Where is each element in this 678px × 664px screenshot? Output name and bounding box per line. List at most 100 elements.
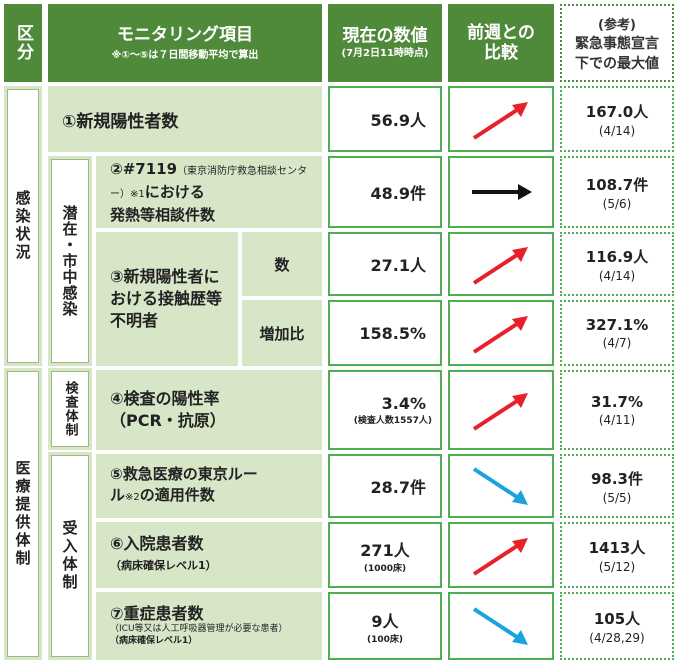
ref-value: 116.9人 [585, 247, 649, 266]
value-text: 28.7件 [370, 478, 426, 497]
row-new-positive-value: 56.9人 [328, 86, 442, 152]
ref-value: 31.7% [590, 393, 644, 411]
row-positivity-text: ④検査の陽性率 [110, 389, 220, 408]
header-kubun: 区分 [4, 4, 42, 82]
category-latent: 潜在・市中感染 [51, 159, 89, 363]
row-inpatients-label: ⑥入院患者数 （病床確保レベル1） [96, 522, 322, 588]
arrow-down-icon [472, 467, 528, 505]
row-unknown-count-compare [448, 232, 554, 296]
value-note: (100床) [366, 634, 403, 645]
header-item-note: ※①～⑤は７日間移動平均で算出 [111, 49, 259, 61]
header-reference: (参考) 緊急事態宣言 下での最大値 [560, 4, 674, 82]
ref-date: (5/5) [602, 490, 632, 505]
value-text: 9人 [371, 611, 399, 631]
row-severe-compare [448, 592, 554, 660]
row-inpatients-text: ⑥入院患者数 [110, 534, 204, 553]
arrow-down-icon [472, 607, 528, 645]
value-note: (1000床) [363, 563, 407, 574]
row-new-positive-compare [448, 86, 554, 152]
row-7119-sub: （東京消防庁救急相談センター） [110, 166, 308, 200]
row-positivity-compare [448, 370, 554, 450]
value-text: 158.5% [359, 323, 426, 343]
row-inpatients-compare [448, 522, 554, 588]
header-current-value: 現在の数値 (7月2日11時時点) [328, 4, 442, 82]
ref-date: (4/11) [598, 413, 636, 427]
row-unknown-contact-text: ③新規陽性者における接触歴等不明者 [110, 267, 223, 330]
ref-date: (4/14) [598, 123, 636, 138]
row-inpatients-ref: 1413人 (5/12) [560, 522, 674, 588]
ratio-label-text: 増加比 [259, 324, 305, 343]
header-ref-line1: (参考) [598, 17, 636, 33]
row-7119-note: ※1 [130, 189, 145, 200]
value-text: 56.9人 [370, 111, 426, 130]
row-new-positive-label: ①新規陽性者数 [48, 86, 322, 152]
row-severe-ref: 105人 (4/28,29) [560, 592, 674, 660]
row-severe-sub: （ICU等又は人工呼吸器管理が必要な患者） [110, 624, 288, 634]
category-medical: 医療提供体制 [7, 371, 39, 657]
value-text: 271人 [360, 540, 410, 560]
header-compare-title: 前週との比較 [467, 23, 535, 63]
row-positivity-value: 3.4% (検査人数1557人) [328, 370, 442, 450]
header-weekly-compare: 前週との比較 [448, 4, 554, 82]
row-tokyo-rule-line2b: の適用件数 [139, 486, 215, 504]
row-severe-sub2: （病床確保レベル1） [110, 636, 198, 646]
arrow-up-icon [472, 538, 528, 576]
row-7119-value: 48.9件 [328, 156, 442, 228]
header-ref-line2: 緊急事態宣言 [575, 35, 659, 52]
ref-value: 105人 [593, 609, 641, 628]
ref-value: 327.1% [585, 316, 649, 334]
count-label-text: 数 [274, 255, 290, 274]
row-unknown-ratio-value: 158.5% [328, 300, 442, 366]
row-tokyo-rule-value: 28.7件 [328, 454, 442, 518]
header-kubun-label: 区分 [13, 24, 33, 62]
arrow-flat-icon [472, 184, 532, 200]
ref-date: (4/28,29) [589, 630, 645, 645]
ref-value: 98.3件 [590, 469, 643, 488]
row-inpatients-sub: （病床確保レベル1） [110, 559, 217, 572]
row-7119-label: ②#7119（東京消防庁救急相談センター）※1における 発熱等相談件数 [96, 156, 322, 228]
ref-value: 167.0人 [585, 102, 649, 121]
row-tokyo-rule-label: ⑤救急医療の東京ルー ル※2の適用件数 [96, 454, 322, 518]
row-new-positive-ref: 167.0人 (4/14) [560, 86, 674, 152]
ref-date: (4/7) [602, 336, 632, 350]
arrow-up-icon [472, 316, 528, 354]
row-tokyo-rule-compare [448, 454, 554, 518]
row-7119-ref: 108.7件 (5/6) [560, 156, 674, 228]
row-tokyo-rule-ref: 98.3件 (5/5) [560, 454, 674, 518]
value-text: 3.4% [381, 394, 426, 413]
header-current-title: 現在の数値 [342, 26, 428, 46]
row-positivity-label: ④検査の陽性率 （PCR・抗原） [96, 370, 322, 450]
row-tokyo-rule-note: ※2 [125, 492, 140, 503]
row-tokyo-rule-text: ⑤救急医療の東京ルー [110, 465, 258, 483]
header-ref-line3: 下での最大値 [575, 55, 659, 72]
value-text: 27.1人 [370, 256, 426, 275]
ref-date: (5/12) [598, 559, 636, 574]
row-inpatients-value: 271人 (1000床) [328, 522, 442, 588]
row-tokyo-rule-line2a: ル [110, 486, 126, 504]
row-unknown-count-value: 27.1人 [328, 232, 442, 296]
row-unknown-ratio-label: 増加比 [242, 300, 322, 366]
category-acceptance: 受入体制 [51, 455, 89, 657]
ref-value: 1413人 [588, 538, 646, 557]
ref-value: 108.7件 [585, 175, 649, 194]
row-unknown-contact-label: ③新規陽性者における接触歴等不明者 [96, 232, 238, 366]
arrow-up-icon [472, 247, 528, 285]
row-severe-text: ⑦重症患者数 [110, 604, 204, 623]
row-unknown-count-label: 数 [242, 232, 322, 296]
row-new-positive-text: ①新規陽性者数 [62, 111, 179, 132]
header-item-title: モニタリング項目 [117, 24, 253, 45]
row-severe-value: 9人 (100床) [328, 592, 442, 660]
row-7119-main: ②#7119 [110, 160, 178, 178]
row-7119-rest: における [144, 183, 205, 201]
row-unknown-ratio-ref: 327.1% (4/7) [560, 300, 674, 366]
header-monitoring-item: モニタリング項目 ※①～⑤は７日間移動平均で算出 [48, 4, 322, 82]
header-current-note: (7月2日11時時点) [341, 48, 429, 59]
ref-date: (5/6) [602, 196, 632, 211]
value-note: (検査人数1557人) [353, 416, 432, 426]
category-testing: 検査体制 [51, 371, 89, 447]
ref-date: (4/14) [598, 268, 636, 283]
row-unknown-count-ref: 116.9人 (4/14) [560, 232, 674, 296]
row-7119-line3: 発熱等相談件数 [110, 206, 216, 224]
row-unknown-ratio-compare [448, 300, 554, 366]
value-text: 48.9件 [370, 184, 426, 203]
